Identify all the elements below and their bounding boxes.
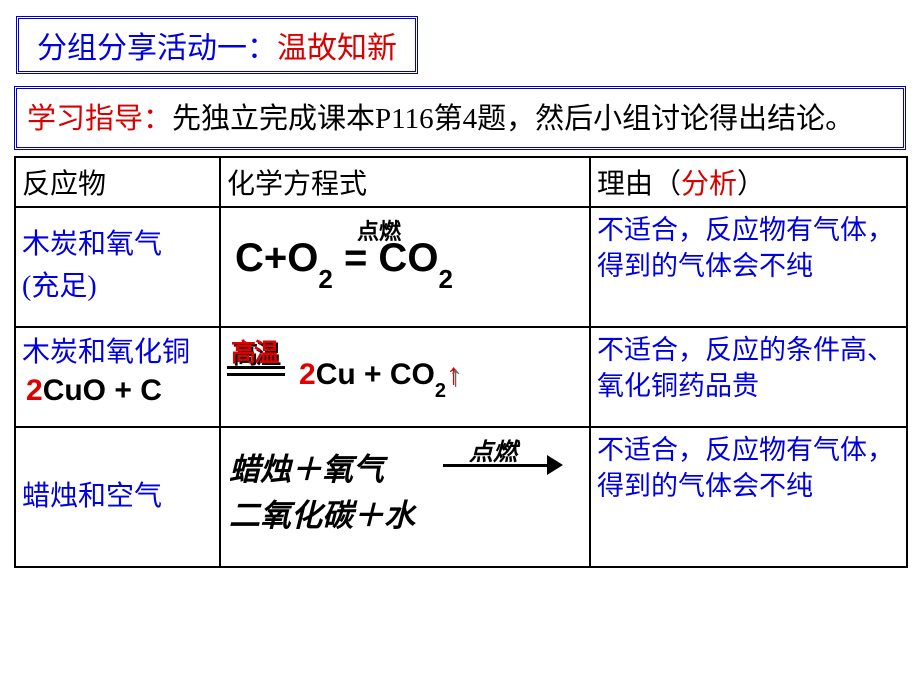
row3-reason: 不适合，反应物有气体，得到的气体会不纯 [597, 432, 900, 505]
row3-lhs: 蜡烛＋氧气 [229, 444, 384, 489]
table-row: 木炭和氧气 (充足) 点燃 C+O2 = CO2 不适合，反应物有气体，得到的气… [15, 207, 907, 327]
up-arrow-shadow: ↑ [448, 360, 463, 394]
row2-reason: 不适合，反应的条件高、氧化铜药品贵 [597, 332, 900, 405]
header-reason-b: 分析 [681, 169, 737, 200]
study-guide-box: 学习指导：先独立完成课本P116第4题，然后小组讨论得出结论。 [14, 86, 906, 150]
title-suffix: 温故知新 [277, 32, 397, 65]
reactant-cell: 木炭和氧气 (充足) [15, 207, 220, 327]
row2-lhs-coeff: 2 [26, 374, 43, 407]
eq-coeff: 2 [299, 358, 316, 391]
header-reactant: 反应物 [15, 157, 220, 207]
activity-title-box: 分组分享活动一：温故知新 [16, 16, 418, 74]
eq-part: C+O [235, 236, 318, 280]
reason-cell: 不适合，反应物有气体，得到的气体会不纯 [590, 427, 907, 567]
reactant-cell: 蜡烛和空气 [15, 427, 220, 567]
row3-condition: 点燃 [469, 432, 517, 467]
eq-part: CO [367, 236, 438, 280]
reactant-cell: 木炭和氧化铜 2CuO + C [15, 327, 220, 427]
table-header-row: 反应物 化学方程式 理由（分析） [15, 157, 907, 207]
eq-sub: 2 [438, 264, 452, 294]
table-row: 木炭和氧化铜 2CuO + C 高温 高温 2Cu + CO2↑↑ 不适合，反应… [15, 327, 907, 427]
row2-condition: 高温 [231, 333, 277, 369]
reactions-table: 反应物 化学方程式 理由（分析） 木炭和氧气 (充足) 点燃 C+O2 = CO… [14, 156, 908, 568]
table-row: 蜡烛和空气 蜡烛＋氧气 点燃 二氧化碳＋水 不适合，反应物有气体，得到的气体会不… [15, 427, 907, 567]
title-prefix: 分组分享活动一： [37, 32, 277, 65]
row3-reactant: 蜡烛和空气 [22, 432, 213, 518]
row1-reactant-l2: (充足) [22, 271, 97, 302]
header-reason-c: ） [737, 169, 765, 200]
eq-sub: 2 [318, 264, 332, 294]
equation-cell: 点燃 C+O2 = CO2 [220, 207, 590, 327]
row1-reason: 不适合，反应物有气体，得到的气体会不纯 [597, 212, 900, 285]
guide-text: 先独立完成课本P116第4题，然后小组讨论得出结论。 [172, 103, 854, 135]
arrow-head-icon [547, 455, 563, 475]
header-reason: 理由（分析） [590, 157, 907, 207]
double-bar-icon [227, 366, 285, 376]
equation-cell: 蜡烛＋氧气 点燃 二氧化碳＋水 [220, 427, 590, 567]
equation-cell: 高温 高温 2Cu + CO2↑↑ [220, 327, 590, 427]
eq-eq: = [344, 236, 367, 280]
row1-equation: C+O2 = CO2 [235, 236, 453, 287]
header-reason-a: 理由（ [597, 169, 681, 200]
row1-reactant-l1: 木炭和氧气 [22, 229, 162, 260]
row2-rhs: 2Cu + CO2↑↑ [299, 358, 461, 397]
guide-label: 学习指导： [27, 103, 172, 135]
header-equation: 化学方程式 [220, 157, 590, 207]
eq-part: Cu + CO [316, 358, 435, 391]
row2-reactant: 木炭和氧化铜 [22, 332, 213, 374]
row2-lhs-rest: CuO + C [43, 374, 162, 407]
eq-sub: 2 [435, 380, 446, 402]
reason-cell: 不适合，反应的条件高、氧化铜药品贵 [590, 327, 907, 427]
row3-products: 二氧化碳＋水 [229, 490, 415, 535]
reason-cell: 不适合，反应物有气体，得到的气体会不纯 [590, 207, 907, 327]
